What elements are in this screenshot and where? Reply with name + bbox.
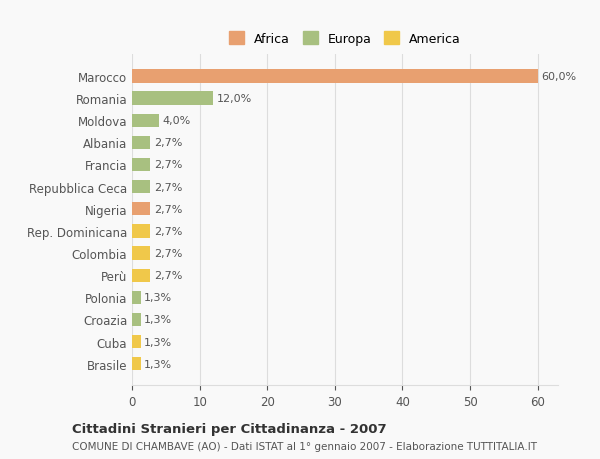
- Text: 2,7%: 2,7%: [154, 160, 182, 170]
- Text: 2,7%: 2,7%: [154, 226, 182, 236]
- Bar: [132, 136, 150, 150]
- Text: 60,0%: 60,0%: [541, 72, 576, 82]
- Text: 2,7%: 2,7%: [154, 204, 182, 214]
- Legend: Africa, Europa, America: Africa, Europa, America: [226, 28, 464, 50]
- Text: 12,0%: 12,0%: [217, 94, 252, 104]
- Bar: [132, 357, 141, 370]
- Bar: [132, 70, 538, 84]
- Bar: [132, 291, 141, 304]
- Text: 2,7%: 2,7%: [154, 248, 182, 258]
- Text: 2,7%: 2,7%: [154, 270, 182, 280]
- Bar: [132, 202, 150, 216]
- Bar: [132, 225, 150, 238]
- Bar: [132, 114, 159, 128]
- Bar: [132, 158, 150, 172]
- Text: 1,3%: 1,3%: [144, 337, 172, 347]
- Text: 1,3%: 1,3%: [144, 315, 172, 325]
- Bar: [132, 313, 141, 326]
- Text: 4,0%: 4,0%: [163, 116, 191, 126]
- Text: 2,7%: 2,7%: [154, 182, 182, 192]
- Bar: [132, 180, 150, 194]
- Bar: [132, 247, 150, 260]
- Bar: [132, 92, 213, 106]
- Text: COMUNE DI CHAMBAVE (AO) - Dati ISTAT al 1° gennaio 2007 - Elaborazione TUTTITALI: COMUNE DI CHAMBAVE (AO) - Dati ISTAT al …: [72, 441, 537, 451]
- Text: 1,3%: 1,3%: [144, 293, 172, 302]
- Bar: [132, 269, 150, 282]
- Text: Cittadini Stranieri per Cittadinanza - 2007: Cittadini Stranieri per Cittadinanza - 2…: [72, 422, 386, 435]
- Bar: [132, 335, 141, 348]
- Text: 1,3%: 1,3%: [144, 359, 172, 369]
- Text: 2,7%: 2,7%: [154, 138, 182, 148]
